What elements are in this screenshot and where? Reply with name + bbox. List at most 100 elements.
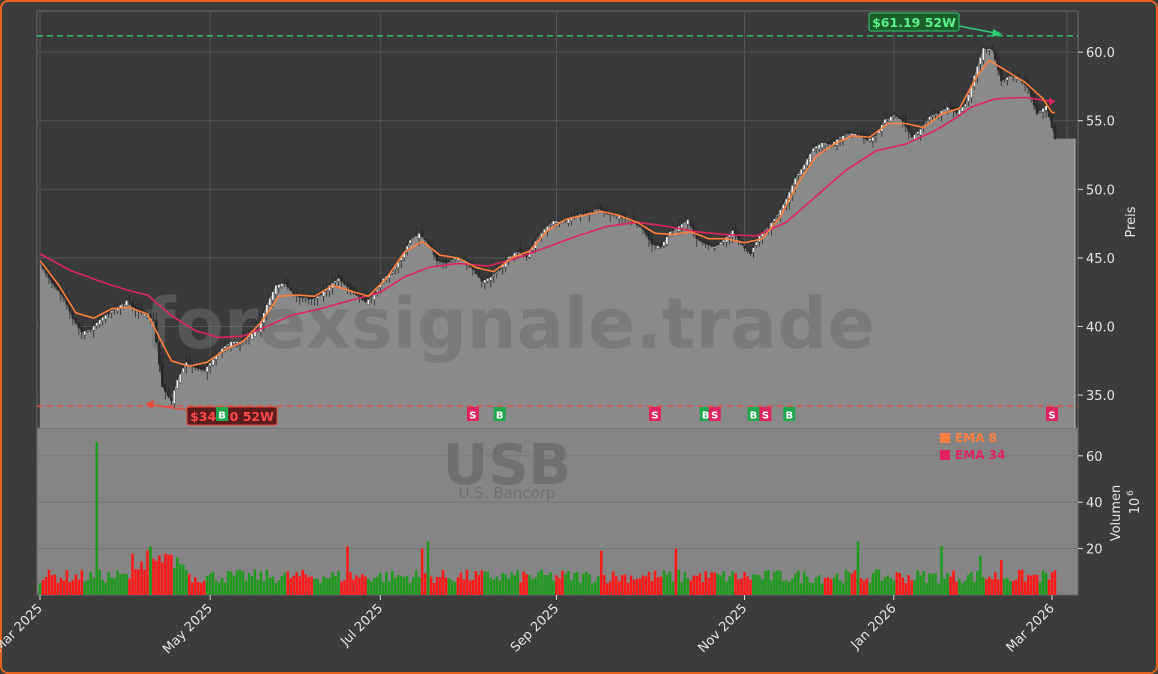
- volume-bar: [585, 571, 588, 595]
- volume-bar: [337, 571, 340, 595]
- candle-body: [468, 265, 472, 267]
- volume-bar: [722, 571, 725, 595]
- volume-bar: [719, 575, 722, 595]
- candle-body: [310, 297, 313, 300]
- volume-bar: [340, 581, 343, 595]
- candle-body: [158, 341, 161, 365]
- signal-label-8: B: [785, 411, 793, 422]
- volume-bar: [689, 580, 693, 595]
- candle-body: [991, 46, 994, 50]
- signal-badge-9: [1046, 407, 1059, 421]
- candle-body: [823, 142, 827, 146]
- volume-bar: [549, 572, 552, 595]
- price-area-fill: [40, 48, 1075, 428]
- volume-bar: [325, 578, 328, 595]
- candle-body: [1053, 125, 1057, 139]
- volume-bar: [229, 571, 233, 595]
- candle-body: [316, 296, 319, 299]
- volume-bar: [59, 577, 63, 595]
- volume-tick-label-1: 40: [1086, 496, 1103, 511]
- volume-bar: [608, 581, 612, 595]
- volume-bar: [202, 580, 206, 595]
- candle-body: [289, 287, 293, 292]
- company-watermark: U.S. Bancorp: [459, 484, 556, 502]
- volume-bar: [167, 554, 170, 595]
- volume-bar: [471, 579, 475, 595]
- volume-bar: [847, 572, 851, 595]
- volume-bar: [385, 571, 388, 595]
- volume-bar: [570, 580, 573, 595]
- volume-bar: [862, 580, 866, 595]
- candle-body: [417, 233, 421, 239]
- legend-swatch-ema34: [940, 450, 950, 460]
- volume-bar: [382, 581, 385, 595]
- volume-bar: [644, 576, 648, 595]
- low-52w-callout: $34.20 52W: [145, 400, 278, 426]
- candle-body: [653, 242, 657, 246]
- volume-bar: [187, 574, 191, 595]
- volume-bar: [940, 546, 943, 595]
- volume-bar: [958, 578, 961, 595]
- volume-bar: [555, 575, 558, 595]
- volume-bar: [919, 575, 922, 595]
- volume-bar: [143, 569, 146, 595]
- candle-body: [916, 131, 919, 135]
- volume-bar: [674, 548, 678, 595]
- candle-body: [847, 131, 851, 134]
- volume-bar: [611, 571, 615, 595]
- volume-bar: [232, 575, 236, 595]
- volume-bar: [1017, 569, 1021, 595]
- volume-bar: [241, 571, 245, 595]
- ema34-line: [39, 96, 1055, 339]
- ema8-line: [39, 59, 1055, 368]
- candle-body: [931, 115, 934, 118]
- candle-body: [650, 239, 654, 245]
- volume-bar: [507, 578, 510, 595]
- volume-bar: [552, 580, 555, 595]
- candle-body: [946, 106, 949, 111]
- candle-body: [776, 215, 779, 217]
- volume-bar: [796, 570, 800, 595]
- candle-body: [722, 239, 725, 243]
- candle-body: [71, 312, 75, 319]
- legend: EMA 8 EMA 34: [940, 431, 1005, 462]
- volume-bar: [268, 577, 272, 595]
- candle-body: [549, 223, 552, 225]
- volume-bar: [1029, 575, 1033, 595]
- candle-body: [537, 237, 540, 239]
- candle-body: [92, 325, 96, 331]
- candle-body: [107, 312, 110, 314]
- symbol-watermark: USB: [443, 433, 572, 498]
- candle-body: [86, 329, 90, 332]
- signal-label-2: B: [496, 411, 504, 422]
- candle-body: [701, 237, 705, 243]
- volume-bar: [599, 550, 603, 595]
- candle-body: [883, 119, 887, 124]
- volume-bar: [832, 577, 836, 595]
- volume-bar: [477, 574, 481, 595]
- volume-bar: [614, 576, 618, 595]
- volume-bar: [710, 572, 713, 595]
- volume-bar: [844, 569, 848, 595]
- volume-bar: [53, 574, 57, 595]
- volume-bar: [635, 578, 639, 595]
- candle-body: [1005, 77, 1009, 81]
- time-tick-label-5: Jan 2026: [848, 601, 900, 653]
- volume-bar: [573, 572, 576, 595]
- volume-bar: [447, 578, 451, 595]
- volume-bar: [331, 572, 334, 595]
- volume-bar: [134, 569, 137, 595]
- candle-body: [731, 230, 734, 238]
- volume-bar: [208, 573, 212, 595]
- volume-bar: [686, 578, 690, 595]
- candle-body: [743, 246, 746, 249]
- volume-bar: [817, 575, 821, 595]
- candle-body: [181, 367, 185, 373]
- volume-bar: [865, 578, 869, 595]
- candle-body: [405, 245, 409, 250]
- volume-bar: [396, 575, 400, 595]
- volume-bar: [316, 579, 319, 595]
- volume-bar: [820, 583, 824, 595]
- candle-body: [755, 241, 758, 246]
- volume-bar: [970, 571, 973, 595]
